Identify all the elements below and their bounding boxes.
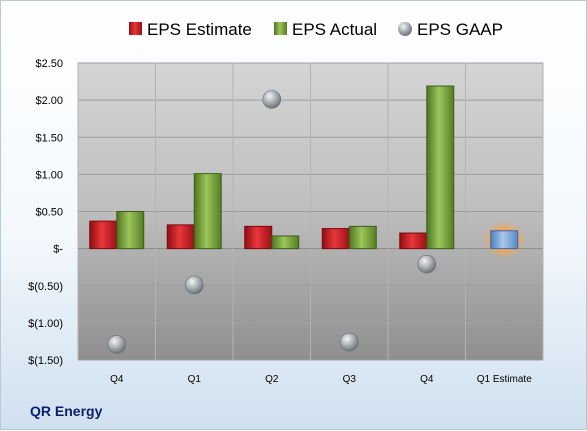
point-eps-gaap — [262, 90, 282, 109]
legend: EPS Estimate EPS Actual EPS GAAP — [129, 20, 503, 39]
legend-label-eps-actual: EPS Actual — [292, 20, 377, 39]
y-tick-label: $2.50 — [35, 58, 63, 70]
legend-label-eps-estimate: EPS Estimate — [147, 20, 252, 39]
x-tick-label: Q3 — [343, 374, 357, 385]
y-axis: $2.50 $2.00 $1.50 $1.00 $0.50 $- $(0.50) $(1.00… — [28, 58, 63, 367]
y-tick-label: $1.50 — [35, 132, 63, 144]
y-tick-label: $0.50 — [35, 207, 63, 219]
y-tick-label: $(1.50) — [28, 355, 63, 367]
gridlines — [77, 62, 544, 361]
x-tick-label: Q4 — [110, 374, 124, 385]
y-tick-label: $2.00 — [35, 95, 63, 107]
point-eps-gaap — [184, 275, 204, 295]
x-axis: Q4 Q1 Q2 Q3 Q4 Q1 Estimate — [110, 374, 532, 385]
point-eps-gaap — [339, 332, 359, 352]
bar-eps-estimate — [244, 225, 273, 250]
point-eps-gaap — [107, 335, 127, 354]
x-tick-label: Q2 — [265, 374, 279, 385]
x-tick-label: Q1 — [188, 374, 202, 385]
y-tick-label: $1.00 — [35, 169, 63, 181]
y-tick-label: $(1.00) — [28, 318, 63, 330]
x-tick-label: Q1 Estimate — [477, 374, 532, 385]
bar-eps-actual — [193, 173, 222, 250]
legend-label-eps-gaap: EPS GAAP — [417, 20, 503, 39]
legend-swatch-eps-actual — [274, 22, 287, 35]
legend-swatch-eps-estimate — [129, 22, 142, 35]
y-tick-label: $(0.50) — [28, 281, 63, 293]
bar-eps-actual — [116, 211, 145, 250]
bar-eps-estimate — [399, 232, 428, 250]
bar-eps-estimate — [89, 220, 118, 250]
data-marks — [89, 85, 526, 354]
bar-eps-estimate-future — [490, 230, 519, 250]
y-tick-label: $- — [53, 244, 63, 256]
bar-eps-actual — [348, 225, 377, 250]
bar-eps-estimate — [166, 224, 195, 250]
company-name: QR Energy — [30, 403, 103, 419]
point-eps-gaap — [417, 254, 437, 274]
legend-swatch-eps-gaap — [398, 22, 412, 36]
bar-eps-actual — [271, 235, 300, 250]
x-tick-label: Q4 — [420, 374, 434, 385]
bar-eps-estimate — [321, 228, 350, 250]
bar-eps-actual — [426, 85, 455, 250]
